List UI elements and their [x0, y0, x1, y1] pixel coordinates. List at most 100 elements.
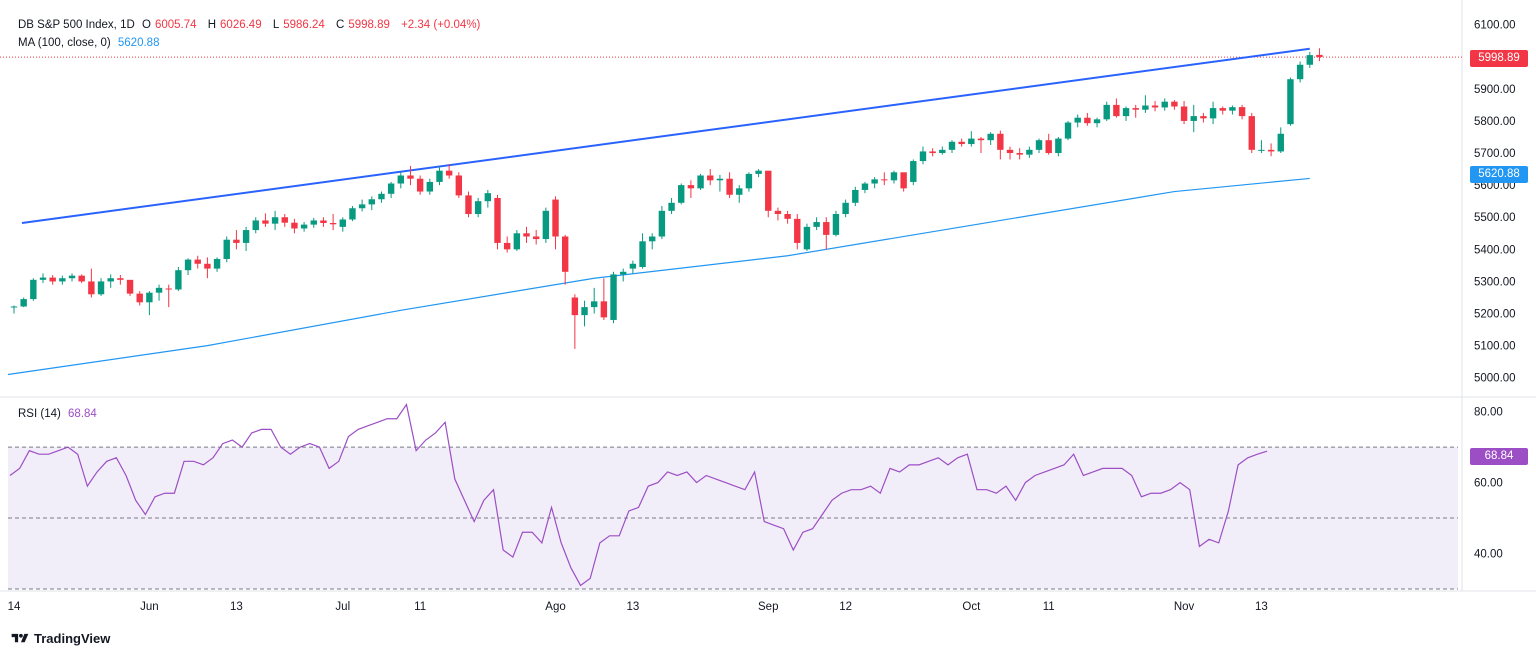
time-tick-label: 13 [1255, 601, 1268, 613]
candle [987, 132, 994, 146]
candle-body [20, 299, 27, 307]
candle [1132, 104, 1139, 118]
candle-body [136, 293, 143, 303]
time-tick-label: Jun [140, 601, 159, 613]
rsi-value: 68.84 [68, 408, 97, 420]
candle [223, 236, 230, 263]
candle [997, 130, 1004, 160]
rsi-tick-label: 60.00 [1474, 478, 1503, 490]
candle-body [997, 133, 1004, 150]
candle-body [1296, 64, 1304, 80]
price-tick-label: 5300.00 [1474, 276, 1516, 288]
price-tick-label: 5500.00 [1474, 212, 1516, 224]
candle-body [1093, 119, 1101, 124]
candle [474, 197, 482, 218]
candle-body [1258, 149, 1265, 151]
candle [745, 172, 753, 192]
candle-body [513, 233, 521, 250]
time-tick-label: 14 [8, 601, 21, 613]
candle-body [939, 149, 946, 154]
candle-body [465, 195, 472, 215]
candle-body [30, 279, 37, 300]
candle [175, 266, 182, 292]
candle [813, 217, 820, 231]
candle [271, 210, 279, 231]
candle [910, 159, 917, 186]
candle [842, 199, 849, 218]
rsi-band [8, 446, 1458, 590]
candle [1190, 104, 1197, 133]
rsi-value-tag: 68.84 [1470, 448, 1528, 465]
candle-body [39, 277, 47, 280]
change-value: +2.34 (+0.04%) [401, 19, 481, 31]
candle-body [117, 278, 124, 280]
candle [407, 165, 414, 186]
candle-body [1219, 108, 1226, 111]
candle [213, 257, 221, 272]
candle [88, 268, 95, 298]
candle-body [358, 204, 366, 209]
candle [262, 213, 269, 227]
candle [1180, 101, 1188, 125]
high-value: H 6026.49 [207, 19, 262, 31]
candle-body [1229, 107, 1236, 111]
candle [600, 278, 608, 320]
candle [281, 214, 288, 227]
candle [1074, 114, 1081, 128]
price-tick-label: 5700.00 [1474, 148, 1516, 160]
candle-body [968, 138, 975, 145]
axis-labels: 5000.00 5100.00 5200.00 5300.00 5400.00 5500.… [8, 20, 1516, 613]
ma-legend[interactable]: MA (100, close, 0) 5620.88 [18, 37, 163, 49]
candle-body [639, 241, 646, 267]
candle-body [1287, 79, 1294, 125]
candle-body [523, 233, 530, 237]
candle [455, 172, 463, 198]
time-tick-label: Sep [758, 601, 778, 613]
candle-body [300, 224, 308, 229]
candle [620, 268, 627, 282]
candle [436, 165, 443, 186]
candle [900, 172, 907, 192]
candle-body [223, 239, 230, 259]
candle-body [852, 189, 859, 203]
candle [513, 230, 521, 251]
candle-body [1132, 108, 1139, 110]
candle [1006, 146, 1014, 160]
candle-body [987, 133, 994, 141]
candle [774, 207, 782, 221]
candle [881, 172, 888, 186]
candle-body [1267, 149, 1275, 152]
tradingview-brand[interactable]: TradingView [10, 631, 110, 646]
candle-body [262, 220, 269, 224]
candle [687, 180, 695, 198]
candle-body [571, 297, 579, 316]
price-tick-label: 5600.00 [1474, 180, 1516, 192]
candle-body [242, 230, 250, 243]
candle [445, 164, 453, 179]
price-tick-label: 5800.00 [1474, 116, 1516, 128]
close-price-tag: 5998.89 [1470, 50, 1528, 67]
symbol-label[interactable]: DB S&P 500 Index, 1D [18, 19, 135, 31]
rsi-label: RSI (14) [18, 408, 61, 420]
tradingview-logo-icon [11, 633, 29, 643]
candle-body [1200, 116, 1207, 119]
candle-body [78, 275, 85, 282]
candle-body [1122, 108, 1130, 117]
brand-name: TradingView [34, 631, 111, 646]
candle-body [958, 141, 965, 145]
candle-body [871, 179, 878, 184]
candle-body [620, 271, 627, 275]
candle [1296, 61, 1304, 83]
candle-body [890, 172, 898, 181]
candle-body [658, 210, 666, 237]
candle [1258, 140, 1265, 154]
candle [552, 196, 559, 250]
candle-body [977, 138, 985, 141]
candle-body [1064, 122, 1072, 139]
candle-body [823, 222, 830, 235]
candle-body [368, 199, 375, 205]
candle-body [1238, 107, 1246, 117]
candle [78, 274, 85, 284]
rsi-legend[interactable]: RSI (14) 68.84 [18, 408, 101, 420]
